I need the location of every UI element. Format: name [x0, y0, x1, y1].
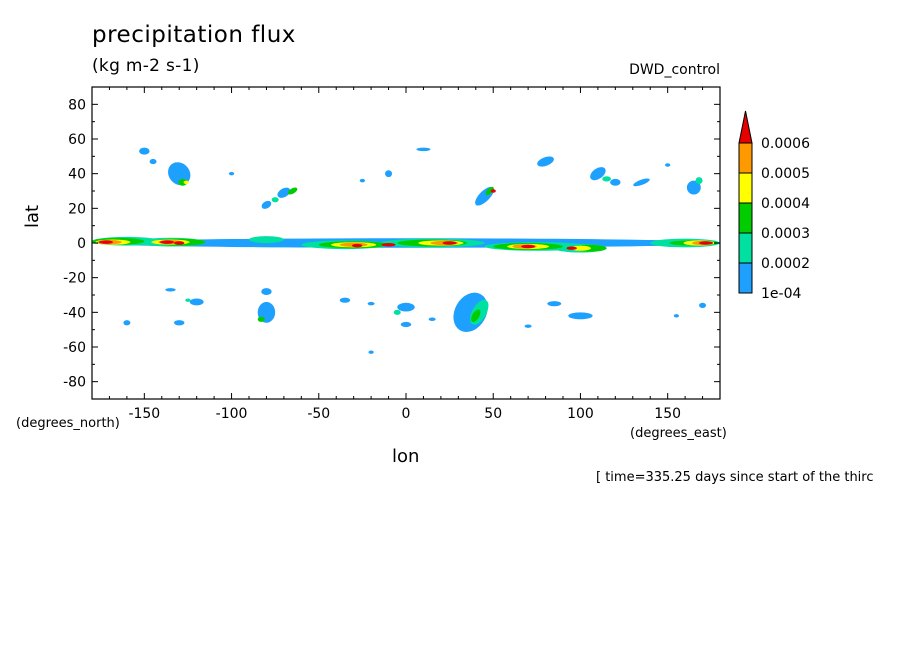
colorbar-swatch	[738, 202, 753, 234]
precip-contour	[490, 189, 496, 193]
precip-contour	[165, 288, 176, 292]
y-tick-label: -60	[63, 340, 86, 356]
y-tick-label: -80	[63, 375, 86, 391]
precip-contour	[699, 302, 707, 308]
precip-contour	[665, 163, 671, 167]
x-tick-label: 50	[484, 406, 502, 422]
precip-contour	[249, 236, 284, 244]
colorbar-swatch	[738, 172, 753, 204]
precip-contour	[416, 147, 431, 152]
precip-contour	[699, 241, 714, 245]
precip-contour	[339, 297, 351, 303]
y-tick-label: -40	[63, 305, 86, 321]
precip-contour	[189, 298, 204, 306]
precip-contour	[351, 243, 363, 248]
precip-contour	[183, 180, 189, 185]
precip-contour	[537, 156, 554, 167]
precip-contour	[568, 312, 593, 320]
x-tick-label: -100	[216, 406, 248, 422]
precip-contour	[458, 323, 476, 329]
precip-contour	[228, 171, 235, 176]
precip-contour	[123, 320, 131, 326]
colorbar-swatch	[738, 262, 753, 294]
y-tick-label: 40	[68, 167, 86, 183]
precip-contour	[610, 178, 621, 186]
precip-contour	[686, 180, 701, 195]
colorbar-label: 0.0005	[761, 166, 810, 182]
precip-contour	[160, 240, 174, 244]
precip-contour	[277, 187, 291, 198]
x-tick-label: 0	[402, 406, 411, 422]
precip-contour	[173, 320, 185, 326]
x-tick-label: 100	[567, 406, 594, 422]
colorbar-label: 0.0006	[761, 136, 810, 152]
precip-contour	[257, 316, 265, 322]
chart-title: precipitation flux	[92, 22, 296, 48]
precip-contour	[178, 178, 188, 186]
precip-contour	[261, 288, 272, 295]
precip-contour	[149, 158, 157, 165]
run-label: DWD_control	[629, 62, 720, 78]
colorbar-label: 0.0004	[761, 196, 810, 212]
precip-contour	[400, 321, 412, 328]
precip-contour	[385, 170, 393, 178]
y-tick-label: 80	[68, 97, 86, 113]
precip-contour	[485, 186, 494, 196]
precip-contour	[173, 241, 185, 245]
precip-contour	[359, 178, 366, 183]
precip-contour	[602, 176, 611, 182]
colorbar-label: 0.0002	[761, 256, 810, 272]
precip-contour	[168, 162, 191, 186]
precip-contour	[566, 246, 577, 250]
precip-contour	[271, 197, 279, 203]
precip-contour	[442, 241, 457, 245]
precip-field	[92, 147, 720, 354]
chart-units: (kg m-2 s-1)	[92, 56, 200, 76]
precip-contour	[261, 200, 272, 209]
precip-contour	[453, 292, 488, 332]
colorbar-swatch	[738, 142, 753, 174]
precip-contour	[695, 177, 703, 185]
y-tick-label: 0	[77, 236, 86, 252]
colorbar-label: 1e-04	[761, 286, 801, 302]
precip-contour	[381, 243, 396, 247]
precip-contour	[139, 147, 150, 155]
colorbar-label: 0.0003	[761, 226, 810, 242]
precip-contour	[633, 178, 650, 187]
x-tick-label: 150	[654, 406, 681, 422]
y-tick-label: 20	[68, 201, 86, 217]
precip-contour	[569, 245, 591, 251]
y-tick-label: -20	[63, 271, 86, 287]
x-axis-label: lon	[392, 446, 420, 467]
precip-contour	[673, 314, 680, 318]
x-tick-label: -50	[307, 406, 330, 422]
precip-contour	[428, 317, 436, 321]
precip-contour	[547, 301, 562, 307]
precip-contour	[367, 301, 375, 306]
precip-contour	[98, 240, 113, 244]
precip-contour	[185, 298, 191, 302]
time-note: [ time=335.25 days since start of the th…	[596, 470, 874, 485]
colorbar-extension	[738, 110, 753, 144]
precip-contour	[521, 244, 536, 249]
precip-contour	[590, 167, 606, 181]
y-axis-units: (degrees_north)	[16, 416, 120, 431]
x-axis-units: (degrees_east)	[630, 426, 727, 441]
precip-contour	[368, 350, 374, 354]
precip-contour	[393, 309, 401, 315]
precip-contour	[287, 187, 298, 195]
colorbar-swatch	[738, 232, 753, 264]
y-tick-label: 60	[68, 132, 86, 148]
precip-contour	[397, 302, 415, 312]
precip-contour	[471, 309, 481, 323]
x-tick-label: -150	[128, 406, 160, 422]
precip-contour	[524, 324, 532, 328]
